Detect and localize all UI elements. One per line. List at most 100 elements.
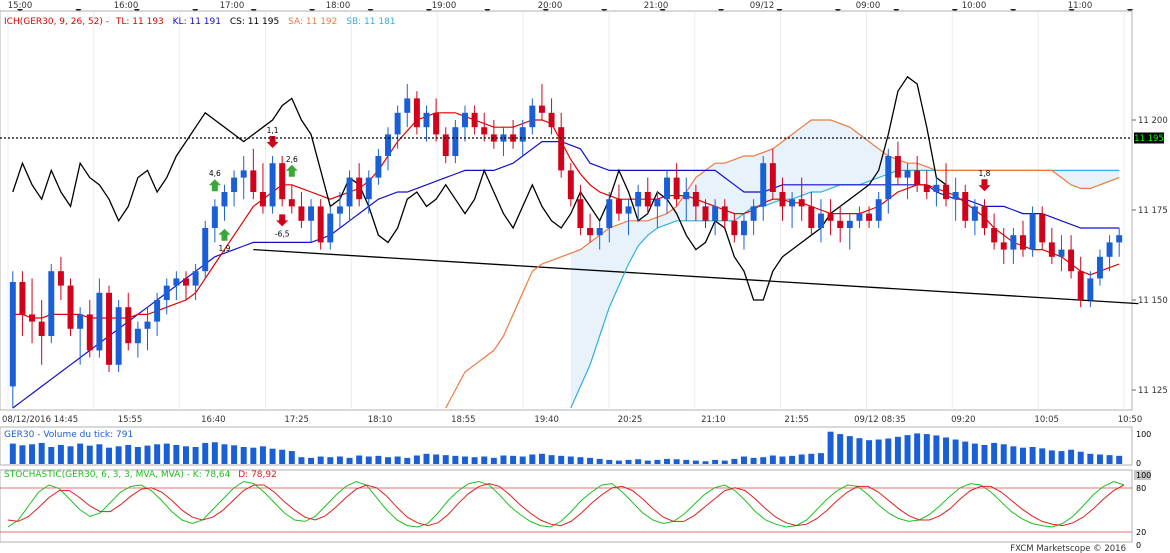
stoch-scale-100: 100 — [1136, 471, 1151, 480]
candle-body — [221, 192, 228, 207]
candle — [183, 271, 189, 300]
trend-line-segment — [253, 248, 1139, 305]
candle — [250, 148, 257, 200]
candle — [846, 213, 853, 250]
volume-bar — [19, 445, 26, 464]
volume-bar — [731, 458, 738, 464]
volume-bar — [769, 455, 776, 464]
volume-bar — [221, 444, 228, 464]
candle — [211, 199, 218, 243]
candle-body — [385, 134, 391, 156]
candle-body — [885, 156, 892, 200]
candle-body — [279, 163, 286, 200]
volume-bar — [664, 458, 670, 464]
candle — [731, 213, 738, 243]
volume-bar — [183, 446, 189, 464]
stochastic-panel-border — [0, 469, 1133, 543]
candle — [644, 177, 651, 214]
bottom-time-label: 20:25 — [618, 415, 643, 425]
price-tick-label: 11 200 — [1138, 116, 1168, 126]
volume-bar — [519, 456, 526, 464]
candle — [1068, 235, 1075, 279]
volume-bar — [298, 457, 305, 464]
volume-bar — [250, 447, 257, 464]
volume-bar — [433, 454, 440, 464]
candle-body — [423, 112, 430, 128]
candle-body — [962, 192, 969, 221]
candle — [1077, 256, 1084, 308]
candle — [962, 184, 969, 228]
candle-body — [596, 228, 603, 236]
candle — [77, 307, 84, 365]
candle — [221, 184, 228, 221]
bottom-time-label: 15:55 — [118, 415, 143, 425]
candle — [317, 199, 324, 250]
candle-body — [192, 271, 199, 286]
candle — [375, 148, 382, 185]
volume-bar — [356, 455, 363, 464]
candle — [385, 127, 391, 171]
candle — [471, 105, 478, 135]
candle-body — [731, 220, 738, 236]
candle-body — [683, 192, 690, 200]
volume-bar — [529, 454, 536, 464]
volume-bar — [904, 435, 911, 464]
candle — [413, 91, 420, 135]
volume-bar — [317, 456, 324, 464]
candle — [240, 156, 247, 200]
senkou-b-value: SB: 11 181 — [346, 17, 395, 27]
candle-body — [96, 292, 103, 351]
volume-bar — [933, 435, 940, 464]
candle — [308, 199, 315, 243]
candle — [904, 163, 911, 200]
volume-bar — [606, 459, 613, 464]
volume-bar — [923, 434, 930, 464]
candle — [481, 112, 488, 142]
candle-body — [721, 206, 728, 221]
candle-body — [741, 220, 747, 236]
volume-bar — [943, 437, 949, 464]
volume-bar — [269, 448, 276, 464]
candle — [654, 192, 661, 228]
volume-bar — [817, 453, 824, 464]
candle-body — [259, 192, 266, 207]
candle-body — [1020, 235, 1026, 250]
candle — [115, 300, 122, 372]
volume-bar — [1058, 451, 1065, 464]
candle-body — [231, 177, 238, 192]
candle — [1087, 271, 1094, 308]
candle — [86, 300, 93, 358]
signal-arrows: 4,6 1,9 1,1 2,6 -6,5 1,8 — [208, 126, 991, 253]
current-price-badge: 11 195 — [1134, 132, 1164, 144]
volume-bar — [750, 457, 757, 464]
volume-scale-min: 0 — [1136, 459, 1141, 468]
volume-bar — [538, 453, 545, 464]
candle-body — [356, 177, 363, 200]
current-price-label: 11 195 — [1134, 134, 1164, 144]
candle — [19, 271, 26, 336]
bottom-time-label: 19:40 — [534, 415, 559, 425]
candle — [173, 271, 180, 300]
stoch-scale-0: 0 — [1136, 541, 1141, 550]
volume-bar — [1116, 455, 1123, 464]
candle — [346, 170, 353, 221]
candle-body — [769, 163, 776, 192]
volume-bar — [702, 461, 709, 464]
candle-body — [173, 278, 180, 286]
volume-bar — [327, 457, 334, 464]
candle-body — [327, 213, 334, 243]
candle-body — [308, 206, 315, 221]
candle — [144, 307, 151, 351]
bottom-time-label: 18:55 — [451, 415, 476, 425]
candle-body — [933, 184, 940, 192]
volume-bars — [9, 431, 1123, 464]
volume-bar — [192, 447, 199, 464]
volume-bar — [1010, 446, 1017, 464]
signal-label: 1,9 — [218, 244, 230, 253]
volume-bar — [86, 445, 93, 464]
volume-bar — [67, 446, 74, 464]
candle — [154, 292, 161, 336]
candle — [202, 220, 209, 279]
candle-body — [365, 177, 372, 200]
candle — [914, 156, 921, 192]
